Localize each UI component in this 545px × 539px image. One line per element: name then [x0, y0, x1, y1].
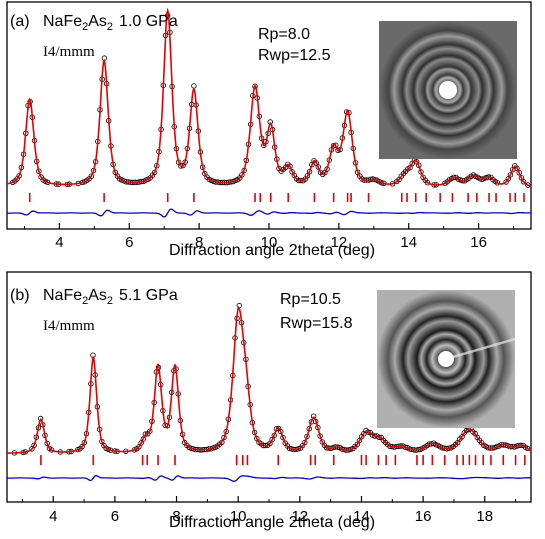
- observed-point: [302, 439, 308, 446]
- observed-point: [252, 83, 258, 89]
- panel-b-reflection-markers: [40, 455, 526, 465]
- observed-point: [356, 437, 363, 444]
- x-tick-label: 10: [230, 508, 247, 525]
- x-tick-label: 12: [291, 508, 308, 525]
- panel-a-reflection-markers: [28, 193, 525, 202]
- x-tick-label: 6: [125, 234, 133, 251]
- x-tick-label: 4: [55, 234, 63, 251]
- x-tick-label: 12: [331, 234, 348, 251]
- panel-a-calculated-curve: [6, 7, 532, 187]
- observed-point: [407, 164, 413, 171]
- panel-b-x-ticks: [21, 496, 517, 502]
- observed-point: [254, 435, 260, 442]
- panel-a-x-axis-label: Diffraction angle 2theta (deg): [169, 242, 375, 259]
- panel-b-difference-curve: [7, 475, 531, 482]
- panel-b-inset-image: [377, 290, 516, 428]
- observed-point: [136, 444, 142, 450]
- panel-a: 4 6 8 10 12 14 16 (a) NaFe2As2 1.0 GPa I4/mmm R…: [6, 1, 532, 259]
- panel-b: 4 6 8 10 12 14 16 18 (b) NaFe2As2 5.1 GPa I4/mmm…: [6, 271, 532, 531]
- observed-point: [280, 434, 286, 441]
- panel-a-compound: NaFe2As2 1.0 GPa: [43, 13, 178, 33]
- panel-a-x-ticks: [23, 223, 515, 229]
- observed-point: [239, 172, 245, 178]
- x-tick-label: 14: [353, 508, 370, 525]
- observed-point: [494, 180, 501, 186]
- observed-point: [88, 173, 94, 179]
- observed-point: [313, 160, 319, 166]
- panel-a-label: (a): [10, 13, 30, 30]
- panel-b-label: (b): [10, 287, 30, 304]
- panel-b-calculated-curve: [7, 306, 532, 454]
- panel-b-rp: Rp=10.5: [280, 291, 341, 308]
- panel-b-x-axis-label: Diffraction angle 2theta (deg): [169, 514, 375, 531]
- panel-a-rwp: Rwp=12.5: [258, 47, 331, 64]
- observed-point: [459, 434, 465, 440]
- observed-point: [524, 445, 531, 452]
- observed-point: [138, 440, 144, 446]
- observed-point: [520, 179, 527, 185]
- observed-point: [514, 165, 520, 172]
- observed-point: [310, 413, 317, 419]
- panel-a-inset-image: [379, 21, 517, 159]
- x-tick-label: 16: [415, 508, 432, 525]
- x-tick-label: 4: [49, 508, 57, 525]
- observed-point: [424, 179, 431, 186]
- observed-point: [335, 147, 341, 153]
- panel-a-rp: Rp=8.0: [258, 26, 310, 43]
- observed-point: [79, 443, 85, 450]
- observed-point: [48, 447, 55, 453]
- panel-a-tick-labels: 4 6 8 10 12 14 16: [55, 234, 487, 251]
- panel-b-space-group: I4/mmm: [43, 318, 95, 334]
- observed-point: [304, 173, 311, 179]
- observed-point: [267, 440, 273, 447]
- observed-point: [505, 176, 511, 182]
- observed-point: [472, 430, 478, 437]
- panel-b-tick-labels: 4 6 8 10 12 14 16 18: [49, 508, 493, 525]
- observed-point: [518, 175, 525, 181]
- panel-a-difference-curve: [7, 208, 531, 218]
- x-tick-label: 14: [400, 234, 417, 251]
- panel-b-compound: NaFe2As2 5.1 GPa: [43, 287, 178, 307]
- observed-point: [269, 436, 275, 443]
- x-tick-label: 16: [470, 234, 487, 251]
- panel-a-space-group: I4/mmm: [43, 44, 95, 60]
- x-tick-label: 8: [172, 508, 180, 525]
- x-tick-label: 6: [111, 508, 119, 525]
- x-tick-label: 10: [261, 234, 278, 251]
- x-tick-label: 8: [195, 234, 203, 251]
- x-tick-label: 18: [476, 508, 493, 525]
- panel-b-rwp: Rwp=15.8: [280, 315, 353, 332]
- observed-point: [507, 172, 514, 178]
- observed-point: [219, 439, 225, 445]
